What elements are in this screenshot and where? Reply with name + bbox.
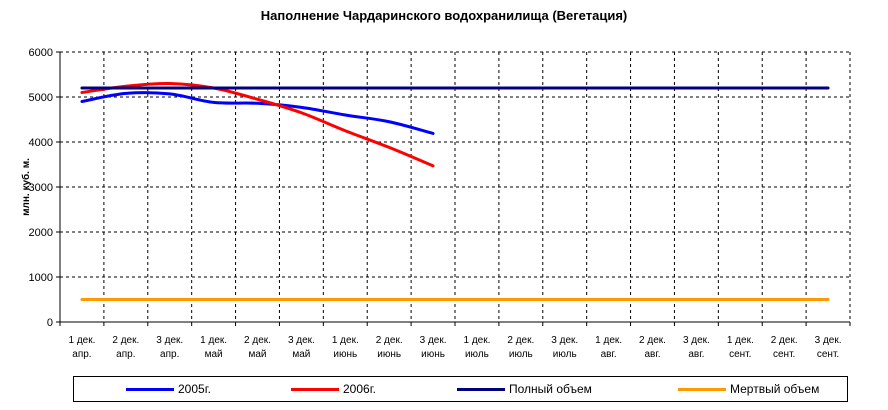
x-tick-label-month: апр. — [160, 349, 179, 360]
x-tick-label-decade: 2 дек. — [507, 335, 534, 346]
x-tick-label-month: апр. — [72, 349, 91, 360]
y-tick-label: 5000 — [29, 92, 53, 104]
y-axis-label: млн. куб. м. — [20, 158, 32, 216]
legend-swatch — [291, 388, 339, 391]
x-tick-label-month: авг. — [688, 349, 704, 360]
legend-label: 2006г. — [343, 382, 376, 396]
x-tick-label-month: авг. — [644, 349, 660, 360]
x-tick-label-decade: 1 дек. — [463, 335, 490, 346]
x-tick-label-decade: 3 дек. — [551, 335, 578, 346]
series-line-2005 — [80, 91, 435, 135]
x-tick-label-month: май — [205, 349, 223, 360]
axis-layer — [56, 51, 851, 326]
x-tick-label-decade: 2 дек. — [112, 335, 139, 346]
legend-swatch — [678, 388, 726, 391]
legend-label: Мертвый объем — [730, 382, 820, 396]
x-tick-label-month: июнь — [333, 349, 357, 360]
y-tick-label: 0 — [47, 317, 53, 329]
y-tick-label: 4000 — [29, 137, 53, 149]
x-tick-label-decade: 2 дек. — [244, 335, 271, 346]
x-tick-label-month: сент. — [729, 349, 751, 360]
legend-swatch — [126, 388, 174, 391]
x-tick-label-month: авг. — [601, 349, 617, 360]
legend: 2005г. 2006г. Полный объем Мертвый объем — [73, 376, 848, 402]
legend-label: Полный объем — [509, 382, 592, 396]
x-tick-label-decade: 3 дек. — [815, 335, 842, 346]
x-tick-label-month: июль — [465, 349, 489, 360]
x-tick-label-decade: 1 дек. — [68, 335, 95, 346]
label-layer: 0 1000 2000 3000 4000 5000 6000 1 дек. апр. 2 дек… — [29, 47, 842, 360]
y-tick-label: 6000 — [29, 47, 53, 59]
x-tick-label-decade: 2 дек. — [376, 335, 403, 346]
x-tick-label-decade: 1 дек. — [595, 335, 622, 346]
series-line-2006 — [80, 81, 435, 168]
x-tick-label-month: сент. — [817, 349, 839, 360]
grid-layer — [60, 51, 851, 322]
series-layer — [80, 81, 830, 301]
x-tick-label-decade: 1 дек. — [727, 335, 754, 346]
x-tick-label-month: сент. — [773, 349, 795, 360]
chart-title: Наполнение Чардаринского водохранилища (… — [260, 8, 628, 23]
legend-swatch — [457, 388, 505, 391]
x-tick-label-month: май — [248, 349, 266, 360]
x-tick-label-decade: 1 дек. — [332, 335, 359, 346]
x-tick-label-month: апр. — [116, 349, 135, 360]
x-tick-label-month: май — [292, 349, 310, 360]
y-tick-label: 1000 — [29, 272, 53, 284]
y-tick-label: 3000 — [29, 182, 53, 194]
y-tick-label: 2000 — [29, 227, 53, 239]
line-chart: 0 1000 2000 3000 4000 5000 6000 1 дек. апр. 2 дек… — [20, 47, 851, 360]
x-tick-label-decade: 2 дек. — [771, 335, 798, 346]
x-tick-label-month: июль — [553, 349, 577, 360]
x-tick-label-decade: 3 дек. — [156, 335, 183, 346]
x-tick-label-decade: 3 дек. — [683, 335, 710, 346]
x-tick-label-decade: 1 дек. — [200, 335, 227, 346]
x-tick-label-month: июнь — [377, 349, 401, 360]
legend-label: 2005г. — [178, 382, 211, 396]
x-tick-label-month: июль — [509, 349, 533, 360]
x-tick-label-decade: 2 дек. — [639, 335, 666, 346]
x-tick-label-month: июнь — [421, 349, 445, 360]
x-tick-label-decade: 3 дек. — [420, 335, 447, 346]
x-tick-label-decade: 3 дек. — [288, 335, 315, 346]
